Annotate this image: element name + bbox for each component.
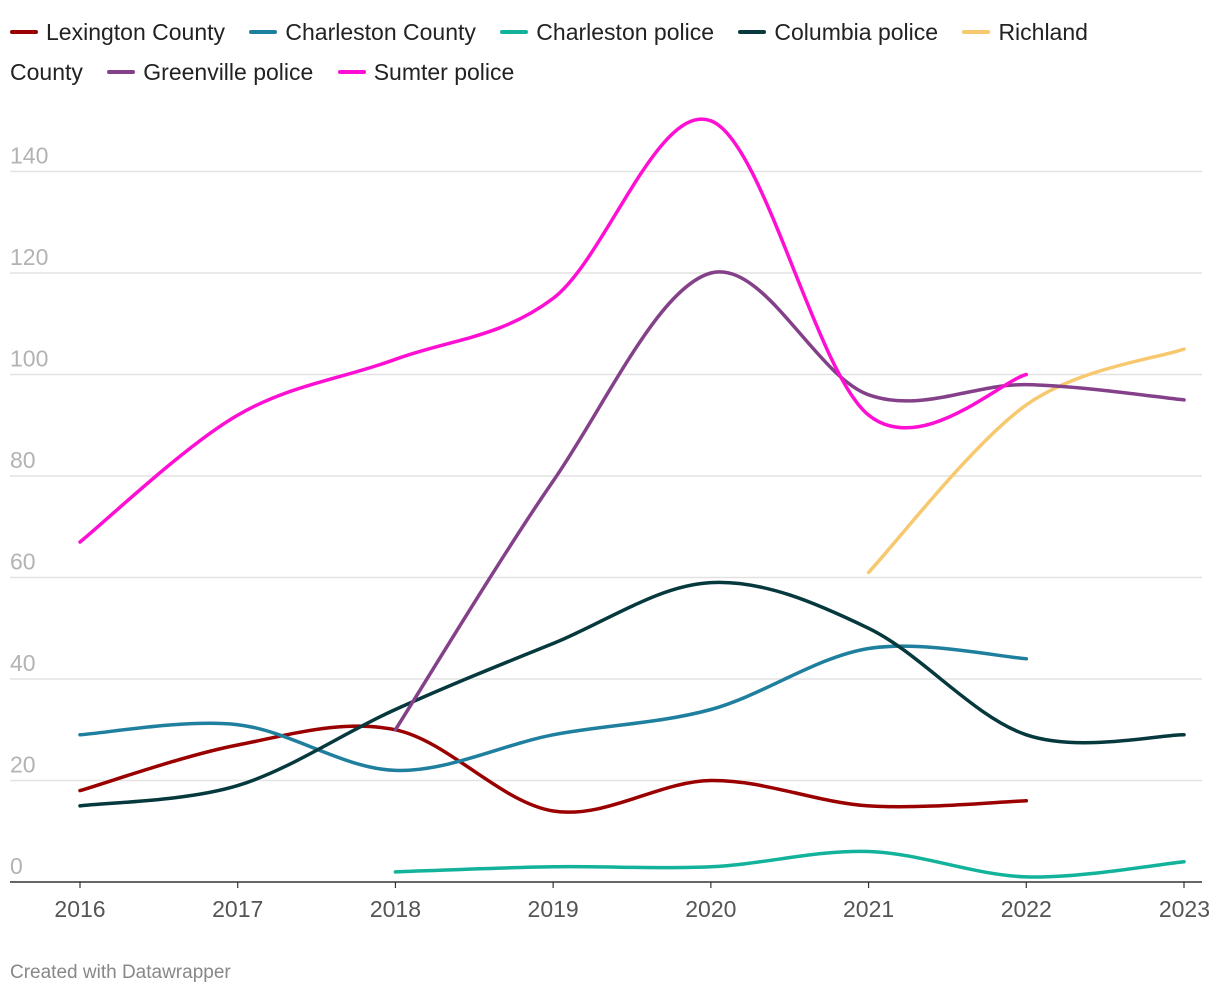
legend-label: Richland County (10, 19, 1088, 85)
y-tick-label: 20 (10, 752, 36, 778)
legend-swatch (738, 29, 767, 34)
x-tick-label: 2021 (843, 896, 894, 922)
x-tick-label: 2020 (685, 896, 736, 922)
series-line-lexington-county (78, 724, 1029, 814)
legend-item-columbia-police: Columbia police (738, 19, 938, 45)
legend: Lexington County Charleston County Charl… (10, 12, 1140, 92)
legend-item-charleston-police: Charleston police (500, 19, 714, 45)
y-tick-label: 40 (10, 650, 36, 676)
legend-label: Sumter police (373, 59, 515, 85)
legend-label: Charleston County (285, 19, 476, 45)
y-axis-tick-labels: 0 20 40 60 80 100 120 140 (10, 143, 48, 880)
legend-label: Greenville police (143, 59, 314, 85)
x-tick-label: 2022 (1001, 896, 1052, 922)
series-line-charleston-county (78, 644, 1029, 773)
x-axis: 2016 2017 2018 2019 2020 2021 2022 2023 (10, 881, 1210, 922)
x-tick-label: 2023 (1159, 896, 1210, 922)
legend-label: Lexington County (46, 19, 226, 45)
footer-credit: Created with Datawrapper (10, 962, 231, 983)
y-tick-label: 60 (10, 549, 36, 575)
series-lines (78, 117, 1186, 879)
y-tick-label: 80 (10, 447, 36, 473)
legend-swatch (107, 69, 136, 74)
legend-swatch (10, 29, 38, 34)
legend-item-sumter-police: Sumter police (337, 59, 515, 85)
x-tick-label: 2018 (370, 896, 421, 922)
x-tick-label: 2019 (528, 896, 579, 922)
legend-label: Columbia police (774, 19, 939, 45)
y-tick-label: 120 (10, 244, 48, 270)
legend-swatch (337, 69, 366, 74)
y-tick-label: 140 (10, 143, 48, 169)
legend-swatch (962, 29, 991, 34)
legend-item-lexington-county: Lexington County (10, 19, 225, 45)
series-line-greenville-police (393, 270, 1186, 732)
series-line-columbia-police (78, 580, 1186, 808)
legend-label: Charleston police (536, 19, 715, 45)
series-line-richland-county (866, 347, 1186, 575)
x-tick-label: 2017 (212, 896, 263, 922)
y-tick-label: 0 (10, 853, 23, 879)
x-tick-label: 2016 (54, 896, 105, 922)
legend-swatch (500, 29, 529, 34)
y-tick-label: 100 (10, 346, 48, 372)
legend-item-richland-county: Richland County (10, 19, 1088, 85)
series-line-sumter-police (78, 117, 1029, 544)
legend-swatch (249, 29, 278, 34)
gridlines (10, 170, 1202, 782)
legend-item-greenville-police: Greenville police (107, 59, 313, 85)
series-line-charleston-police (393, 849, 1186, 879)
legend-item-charleston-county: Charleston County (249, 19, 476, 45)
